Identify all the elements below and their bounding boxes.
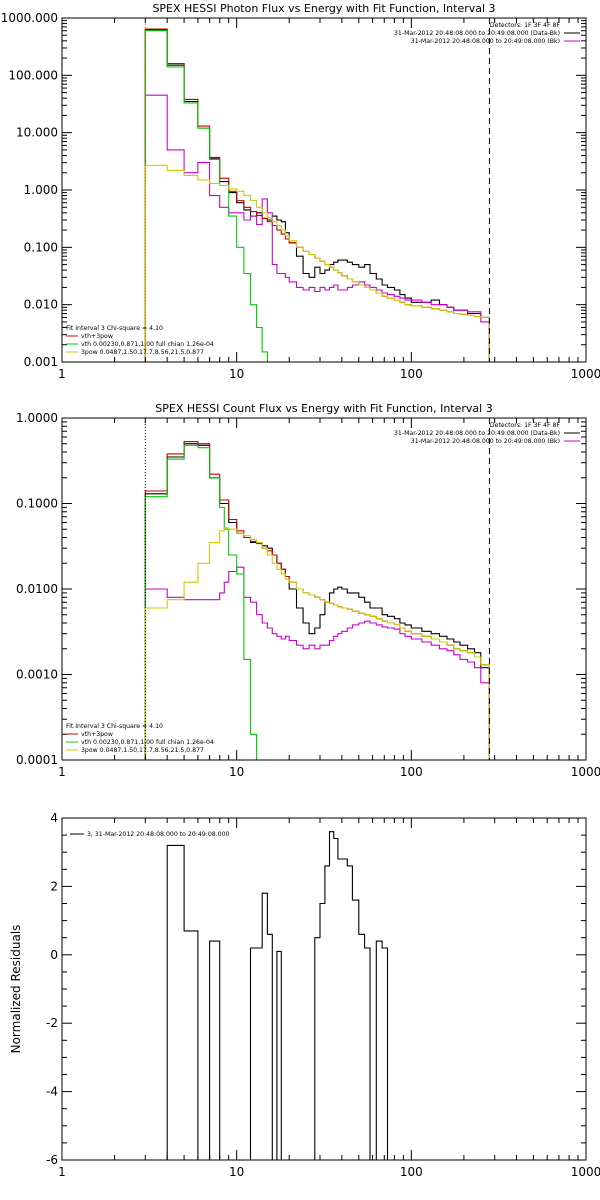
series-line-3pow bbox=[144, 527, 490, 760]
chart-title: SPEX HESSI Count Flux vs Energy with Fit… bbox=[155, 402, 492, 415]
x-tick-label: 100 bbox=[400, 367, 423, 381]
x-tick-label: 10 bbox=[229, 367, 244, 381]
x-tick-label: 100 bbox=[400, 765, 423, 779]
y-tick-label: 1.000 bbox=[24, 183, 58, 197]
plot-frame bbox=[61, 817, 587, 1161]
residuals-panel: 1 10 100 1000 -6 -4 -2 0 2 4 Normalized Residuals 3… bbox=[9, 811, 600, 1179]
legend-entry: Fit Interval 3 Chi-square = 4.10 bbox=[66, 723, 163, 730]
legend-entry: Detectors: 1F 3F 4F 8F bbox=[490, 422, 561, 429]
legend-entry: vth+3pow bbox=[81, 333, 113, 340]
y-tick-label: 2 bbox=[50, 879, 58, 893]
legend-entry: 31-Mar-2012 20:48:08.000 to 20:49:08.000… bbox=[411, 438, 560, 445]
y-tick-label: -6 bbox=[46, 1153, 58, 1167]
plot-area bbox=[145, 831, 490, 1160]
legend-entry: 31-Mar-2012 20:48:08.000 to 20:49:08.000… bbox=[394, 430, 560, 437]
y-tick-label: 0 bbox=[50, 948, 58, 962]
legend-entry: 31-Mar-2012 20:48:08.000 to 20:49:08.000… bbox=[394, 30, 560, 37]
series-line-data-bk bbox=[144, 29, 490, 362]
legend-entry: 31-Mar-2012 20:48:08.000 to 20:49:08.000… bbox=[411, 38, 560, 45]
series-line-vth-3pow bbox=[144, 28, 490, 362]
y-tick-label: 100.000 bbox=[8, 68, 58, 82]
series-line-3-31-mar-2012-20-48-08-000-to-20-49-08-000 bbox=[145, 831, 490, 1160]
y-tick-label: 4 bbox=[50, 811, 58, 825]
chart-title: SPEX HESSI Photon Flux vs Energy with Fi… bbox=[152, 2, 495, 15]
y-tick-label: 0.0010 bbox=[16, 668, 58, 682]
y-tick-label: 0.0100 bbox=[16, 582, 58, 596]
x-tick-label: 1 bbox=[58, 765, 66, 779]
y-tick-label: 0.010 bbox=[24, 298, 58, 312]
legend-entry: Fit Interval 3 Chi-square = 4.10 bbox=[66, 325, 163, 332]
plot-frame bbox=[61, 17, 587, 363]
y-tick-label: 1.0000 bbox=[16, 411, 58, 425]
y-tick-label: 0.1000 bbox=[16, 497, 58, 511]
legend-entry: 3pow 0.0487,1.50,17.7,8.56,21.5,0.877 bbox=[81, 747, 204, 754]
series-line-bk bbox=[144, 566, 490, 760]
legend-entry: vth+3pow bbox=[81, 731, 113, 738]
x-tick-label: 100 bbox=[400, 1165, 423, 1179]
series-line-data-bk bbox=[144, 443, 490, 760]
y-tick-label: 0.001 bbox=[24, 355, 58, 369]
count-flux-panel: SPEX HESSI Count Flux vs Energy with Fit… bbox=[16, 402, 600, 779]
y-axis-label: Normalized Residuals bbox=[9, 925, 23, 1054]
plot-area bbox=[144, 28, 490, 362]
legend-entry: 3pow 0.0487,1.50,17.7,8.56,21.5,0.877 bbox=[81, 349, 204, 356]
series-line-vth bbox=[144, 444, 263, 760]
plot-area bbox=[144, 441, 490, 760]
x-tick-label: 1000 bbox=[571, 1165, 600, 1179]
x-tick-label: 1000 bbox=[571, 765, 600, 779]
y-tick-label: 0.100 bbox=[24, 240, 58, 254]
x-tick-label: 10 bbox=[229, 765, 244, 779]
y-tick-label: -2 bbox=[46, 1016, 58, 1030]
legend-entry: vth 0.00230,0.871,1.00 full chian 1.26e-… bbox=[81, 739, 214, 746]
x-tick-label: 1 bbox=[58, 1165, 66, 1179]
y-tick-label: -4 bbox=[46, 1085, 58, 1099]
x-tick-label: 10 bbox=[229, 1165, 244, 1179]
series-line-vth bbox=[144, 30, 273, 362]
series-line-vth-3pow bbox=[144, 441, 490, 760]
x-tick-label: 1 bbox=[58, 367, 66, 381]
y-tick-label: 0.0001 bbox=[16, 753, 58, 767]
x-tick-label: 1000 bbox=[571, 367, 600, 381]
legend-entry: vth 0.00230,0.871,1.00 full chian 1.26e-… bbox=[81, 341, 214, 348]
photon-flux-panel: SPEX HESSI Photon Flux vs Energy with Fi… bbox=[1, 2, 600, 381]
y-tick-label: 10.000 bbox=[16, 126, 58, 140]
plot-frame bbox=[61, 417, 587, 761]
legend-entry: 3, 31-Mar-2012 20:48:08.000 to 20:49:08.… bbox=[87, 831, 230, 838]
legend-entry: Detectors: 1F 3F 4F 8F bbox=[490, 22, 561, 29]
series-line-3pow bbox=[144, 164, 490, 362]
y-tick-label: 1000.000 bbox=[1, 11, 58, 25]
series-line-bk bbox=[144, 94, 490, 362]
